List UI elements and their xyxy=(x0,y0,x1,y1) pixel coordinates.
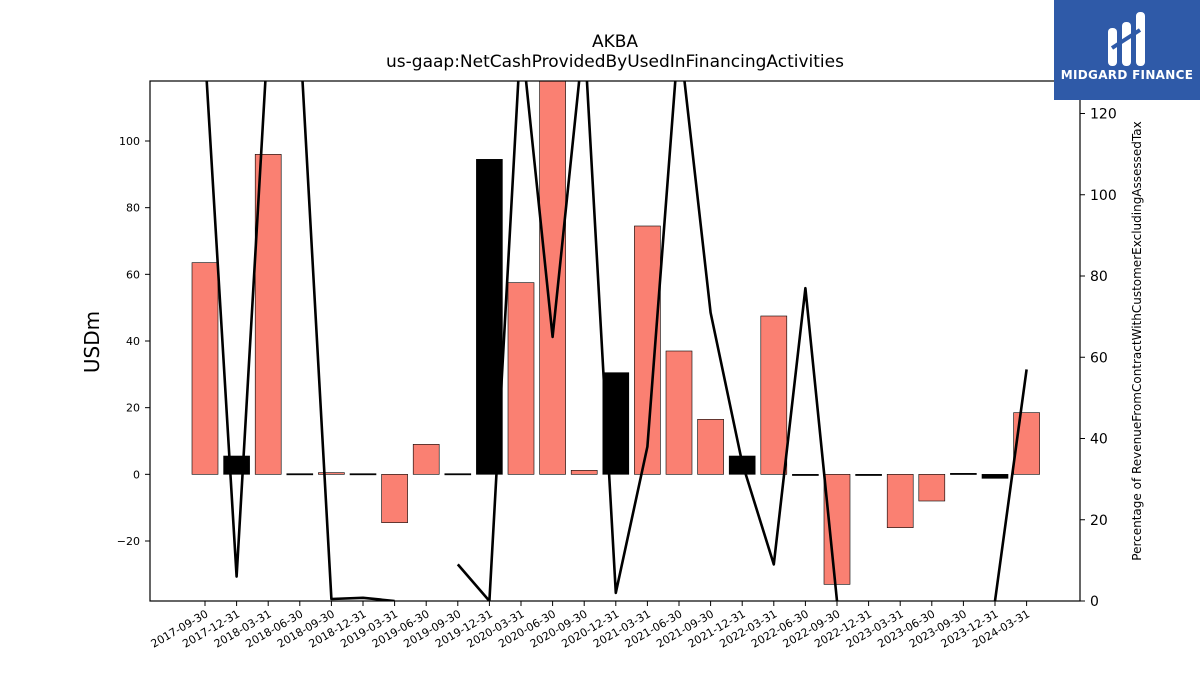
bars-group xyxy=(191,81,1040,585)
bar xyxy=(412,444,440,475)
logo-mark-icon xyxy=(1108,12,1145,66)
bar xyxy=(792,474,819,476)
y-axis-right: 0 20 40 60 80 100 120 xyxy=(1080,107,1117,610)
y2-tick-label: 80 xyxy=(1090,269,1108,285)
line-series xyxy=(205,81,1028,601)
logo-text: MIDGARD FINANCE xyxy=(1060,68,1194,82)
y-tick-label: 40 xyxy=(126,335,140,348)
bar xyxy=(507,282,535,475)
bar xyxy=(697,419,724,475)
brand-logo: MIDGARD FINANCE xyxy=(1054,0,1200,100)
line-group xyxy=(205,81,1028,601)
y2-tick-label: 20 xyxy=(1090,513,1108,529)
bar xyxy=(823,474,851,585)
y-tick-label: 20 xyxy=(126,402,140,415)
bar xyxy=(570,470,598,475)
y-tick-label: 60 xyxy=(126,268,140,281)
y-tick-label: 80 xyxy=(126,202,140,215)
y-tick-label: 0 xyxy=(133,468,140,481)
y2-tick-label: 40 xyxy=(1090,432,1108,448)
y-tick-label: 100 xyxy=(119,135,140,148)
bar xyxy=(918,474,946,502)
chart-title: AKBA xyxy=(591,32,639,52)
chart-subtitle: us-gaap:NetCashProvidedByUsedInFinancing… xyxy=(386,52,844,72)
bar xyxy=(191,262,219,475)
bar xyxy=(886,474,914,528)
y2-tick-label: 100 xyxy=(1090,188,1117,204)
bar xyxy=(286,473,314,476)
y-axis-left: −20 0 20 40 60 80 100 xyxy=(117,135,150,548)
bar xyxy=(444,473,472,476)
bar xyxy=(349,473,377,476)
y2-tick-label: 120 xyxy=(1090,107,1117,123)
bar xyxy=(318,472,345,475)
y2-axis-label: Percentage of RevenueFromContractWithCus… xyxy=(1130,121,1144,560)
bar xyxy=(950,473,977,475)
plot-frame xyxy=(149,80,1081,602)
y2-tick-label: 0 xyxy=(1090,594,1099,610)
bar xyxy=(760,315,788,475)
bar xyxy=(665,350,693,475)
bar xyxy=(1013,412,1040,475)
bar xyxy=(381,474,408,523)
y-tick-label: −20 xyxy=(117,535,140,548)
bar xyxy=(855,474,882,476)
bar xyxy=(539,81,566,475)
bar xyxy=(981,474,1009,479)
bar xyxy=(254,154,282,475)
y2-tick-label: 60 xyxy=(1090,350,1108,366)
x-axis: 2017-09-302017-12-312018-03-312018-06-30… xyxy=(149,601,1032,651)
y-axis-label: USDm xyxy=(80,311,104,373)
bar xyxy=(223,455,250,475)
